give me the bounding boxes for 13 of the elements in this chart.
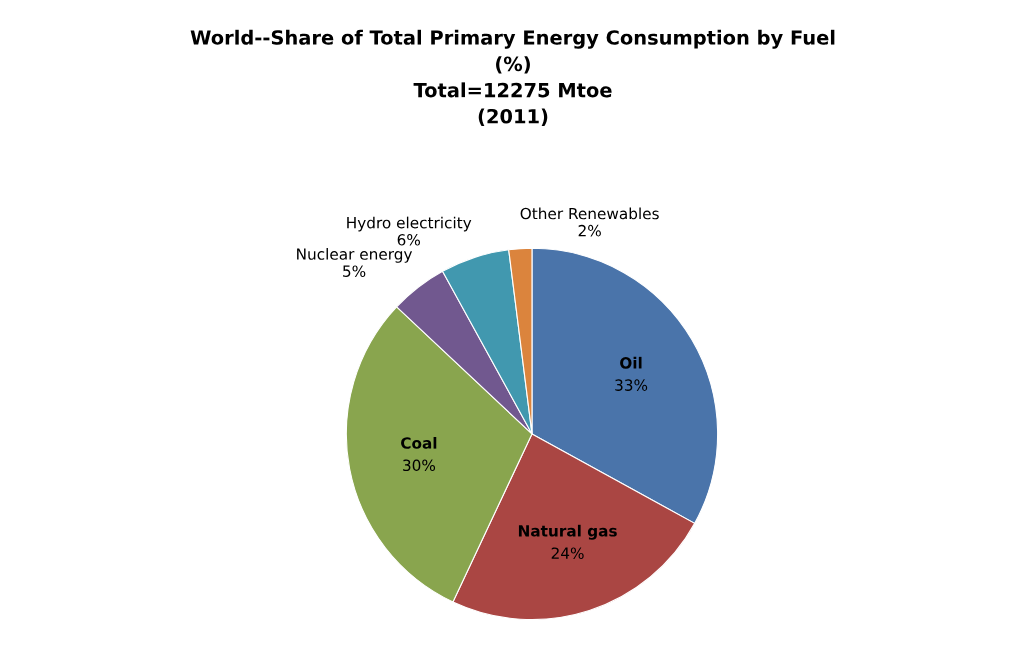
- chart-title: World--Share of Total Primary Energy Consumption by Fuel (%) Total=12275 Mtoe (2011): [190, 29, 835, 126]
- slice-label: Oil: [620, 356, 642, 369]
- slice-label: Coal: [401, 437, 437, 449]
- slice-label: Natural gas: [518, 524, 617, 540]
- data-label: 30%: [403, 459, 436, 472]
- slice-label: Other Renewables: [520, 207, 659, 220]
- slice-label: Nuclear energy: [297, 248, 413, 263]
- slice-label: Hydro electricity: [347, 216, 472, 232]
- data-label: 33%: [615, 379, 648, 391]
- data-label: 5%: [343, 265, 366, 277]
- data-label: 2%: [578, 224, 601, 237]
- data-label: 6%: [397, 234, 421, 246]
- data-label: 24%: [551, 547, 584, 559]
